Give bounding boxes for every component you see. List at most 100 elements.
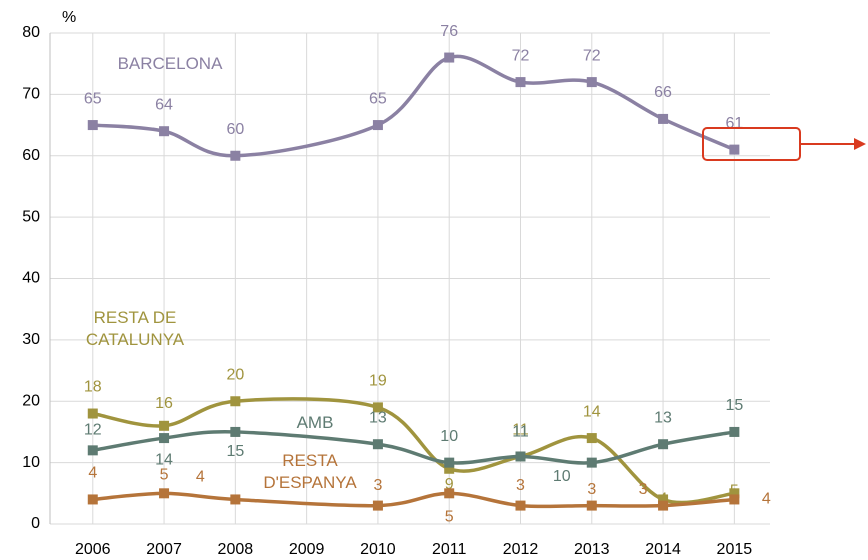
data-label: 12 xyxy=(84,422,102,439)
point-marker xyxy=(444,52,455,63)
data-label: 3 xyxy=(516,477,525,494)
data-label: 16 xyxy=(155,395,173,412)
data-label: 4 xyxy=(88,465,97,482)
data-label: 20 xyxy=(226,366,244,383)
series-line xyxy=(92,54,736,158)
data-label: 4 xyxy=(196,469,205,486)
point-marker xyxy=(87,408,98,419)
data-label: 72 xyxy=(512,47,530,64)
point-marker xyxy=(515,500,526,511)
data-label: 15 xyxy=(226,443,244,460)
point-marker xyxy=(729,488,740,499)
data-label: 11 xyxy=(512,422,529,439)
y-tick-label: 80 xyxy=(22,24,40,41)
point-marker xyxy=(729,494,740,505)
point-marker xyxy=(372,120,383,131)
series-name: RESTA D'ESPANYA xyxy=(263,451,357,492)
point-marker xyxy=(230,494,241,505)
data-label: 3 xyxy=(373,477,382,494)
point-marker xyxy=(159,433,170,444)
y-tick-label: 30 xyxy=(22,331,40,348)
data-label: 5 xyxy=(730,483,739,500)
point-marker xyxy=(372,439,383,450)
point-marker xyxy=(87,445,98,456)
data-label: 5 xyxy=(445,509,454,526)
point-marker xyxy=(586,500,597,511)
point-marker xyxy=(658,113,669,124)
point-marker xyxy=(515,77,526,88)
data-label: 10 xyxy=(553,468,571,485)
data-label: 64 xyxy=(155,96,173,113)
point-marker xyxy=(159,420,170,431)
point-marker xyxy=(87,494,98,505)
point-marker xyxy=(729,426,740,437)
point-marker xyxy=(372,500,383,511)
y-tick-label: 50 xyxy=(22,208,40,225)
data-label: 14 xyxy=(155,451,173,468)
y-tick-label: 70 xyxy=(22,86,40,103)
point-marker xyxy=(658,494,669,505)
data-label: 4 xyxy=(762,491,771,508)
data-label: 60 xyxy=(226,121,244,138)
series-name: BARCELONA xyxy=(117,54,223,73)
series-line xyxy=(92,397,735,505)
data-label: 5 xyxy=(160,467,169,484)
x-tick-label: 2014 xyxy=(645,541,681,558)
series-name: RESTA DE CATALUNYA xyxy=(85,308,185,349)
point-marker xyxy=(444,463,455,474)
point-marker xyxy=(372,402,383,413)
data-label: 65 xyxy=(84,90,102,107)
data-label: 72 xyxy=(583,47,601,64)
data-label: 66 xyxy=(654,84,672,101)
data-label: 14 xyxy=(583,403,601,420)
point-marker xyxy=(729,144,740,155)
point-marker xyxy=(230,396,241,407)
y-tick-label: 40 xyxy=(22,270,40,287)
x-tick-label: 2008 xyxy=(218,541,254,558)
x-tick-label: 2006 xyxy=(75,541,111,558)
x-tick-label: 2013 xyxy=(574,541,610,558)
series-name: AMB xyxy=(296,413,334,432)
point-marker xyxy=(658,500,669,511)
x-tick-label: 2007 xyxy=(146,541,182,558)
data-label: 3 xyxy=(587,481,596,498)
data-label: 4 xyxy=(659,491,668,508)
point-marker xyxy=(159,488,170,499)
point-marker xyxy=(586,457,597,468)
data-label: 65 xyxy=(369,90,387,107)
data-label: 9 xyxy=(445,476,454,493)
data-label: 76 xyxy=(440,23,458,40)
data-label: 18 xyxy=(84,379,102,396)
point-marker xyxy=(87,120,98,131)
x-tick-label: 2011 xyxy=(432,541,467,558)
data-label: 15 xyxy=(725,397,743,414)
y-tick-label: 60 xyxy=(22,147,40,164)
x-tick-label: 2009 xyxy=(289,541,325,558)
y-tick-label: 20 xyxy=(22,392,40,409)
data-label: 61 xyxy=(725,115,743,132)
point-marker xyxy=(444,457,455,468)
data-label: 10 xyxy=(440,428,458,445)
data-label: 3 xyxy=(639,481,648,498)
point-marker xyxy=(230,426,241,437)
data-label: 11 xyxy=(512,424,529,441)
marks: 65 64 60 65 76 72 72 66 61 18 16 20 19 9 11 14 4 5 12 14 15 1… xyxy=(84,23,771,526)
arrow-head xyxy=(854,138,866,150)
point-marker xyxy=(230,150,241,161)
data-label: 13 xyxy=(369,409,387,426)
x-tick-label: 2012 xyxy=(503,541,539,558)
x-tick-label: 2010 xyxy=(360,541,396,558)
point-marker xyxy=(515,451,526,462)
point-marker xyxy=(658,439,669,450)
y-tick-label: 10 xyxy=(22,454,40,471)
point-marker xyxy=(586,433,597,444)
point-marker xyxy=(444,488,455,499)
point-marker xyxy=(586,77,597,88)
data-label: 13 xyxy=(654,409,672,426)
y-axis-label: % xyxy=(62,9,76,26)
data-label: 19 xyxy=(369,373,387,390)
x-tick-label: 2015 xyxy=(717,541,753,558)
